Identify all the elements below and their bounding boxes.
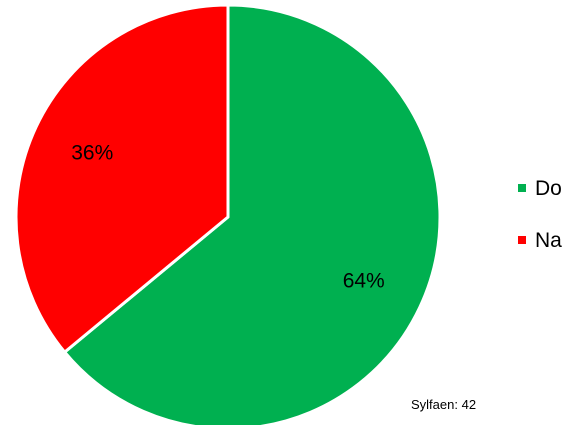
legend-label-do: Do xyxy=(535,177,562,200)
respondents-footnote: Sylfaen: 42 xyxy=(411,397,477,412)
legend-label-na: Na xyxy=(535,229,562,252)
pie-slice-labels: 64% 36% xyxy=(71,142,384,293)
pie-label-na: 36% xyxy=(71,142,113,165)
pie-slice-na xyxy=(14,3,230,354)
legend-swatch-na xyxy=(518,236,526,244)
pie-slices xyxy=(14,3,442,425)
pie-slice-do xyxy=(63,3,442,425)
legend-swatch-do xyxy=(518,184,526,192)
pie-label-do: 64% xyxy=(343,269,385,292)
